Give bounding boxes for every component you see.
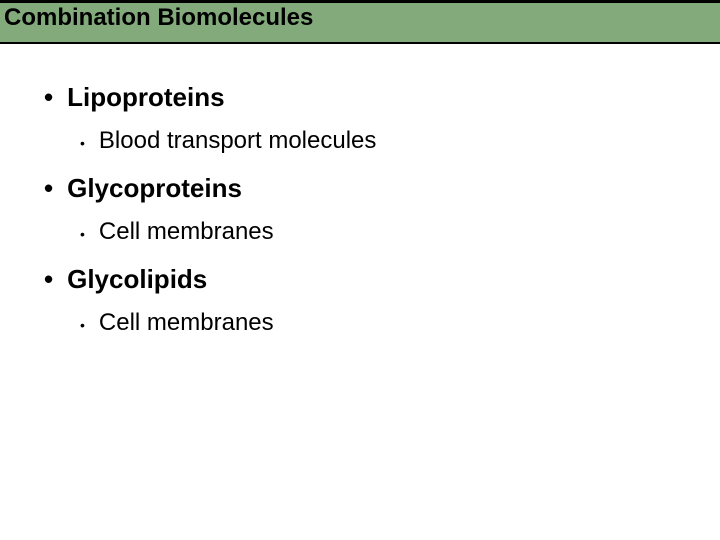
list-item-label: Glycoproteins	[67, 173, 242, 204]
list-item: • Glycolipids	[44, 264, 676, 295]
list-subitem-label: Blood transport molecules	[99, 127, 376, 155]
list-subitem-label: Cell membranes	[99, 309, 274, 337]
slide-title: Combination Biomolecules	[4, 4, 313, 32]
bullet-icon: •	[80, 226, 85, 242]
bullet-icon: •	[44, 82, 53, 113]
list-item: • Glycoproteins	[44, 173, 676, 204]
list-subitem-label: Cell membranes	[99, 218, 274, 246]
list-item-label: Glycolipids	[67, 264, 207, 295]
bullet-icon: •	[44, 173, 53, 204]
list-subitem: • Blood transport molecules	[80, 127, 676, 155]
list-subitem: • Cell membranes	[80, 309, 676, 337]
slide-content: • Lipoproteins • Blood transport molecul…	[0, 44, 720, 337]
slide-header: Combination Biomolecules	[0, 0, 720, 44]
bullet-icon: •	[44, 264, 53, 295]
list-item: • Lipoproteins	[44, 82, 676, 113]
bullet-icon: •	[80, 317, 85, 333]
list-item-label: Lipoproteins	[67, 82, 224, 113]
bullet-icon: •	[80, 135, 85, 151]
list-subitem: • Cell membranes	[80, 218, 676, 246]
